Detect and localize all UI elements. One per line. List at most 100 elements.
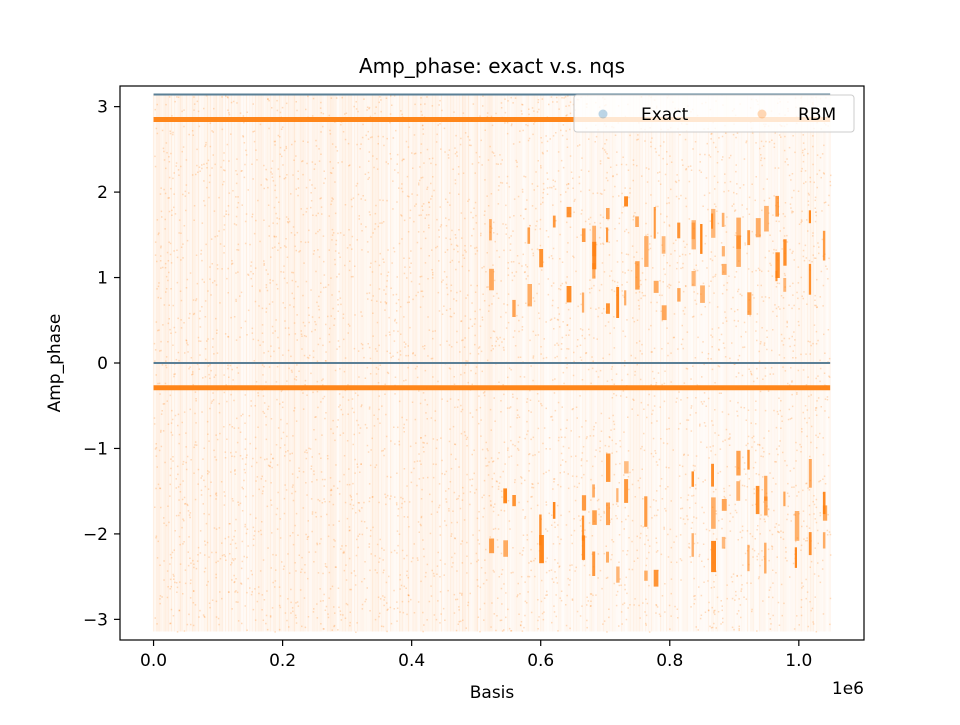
rbm-point bbox=[695, 484, 697, 486]
rbm-point bbox=[338, 252, 340, 254]
rbm-point bbox=[320, 600, 322, 602]
rbm-point bbox=[580, 615, 582, 617]
rbm-point bbox=[491, 429, 493, 431]
rbm-point bbox=[449, 204, 451, 206]
rbm-point bbox=[179, 434, 181, 436]
rbm-point bbox=[298, 467, 300, 469]
rbm-point bbox=[742, 216, 744, 218]
rbm-point bbox=[806, 257, 808, 259]
rbm-point bbox=[669, 155, 671, 157]
rbm-point bbox=[762, 476, 764, 478]
rbm-point bbox=[286, 148, 288, 150]
rbm-point bbox=[683, 291, 685, 293]
rbm-point bbox=[563, 446, 565, 448]
rbm-point bbox=[209, 364, 211, 366]
rbm-point bbox=[682, 165, 684, 167]
rbm-point bbox=[490, 536, 492, 538]
rbm-point bbox=[246, 592, 248, 594]
rbm-point bbox=[425, 435, 427, 437]
rbm-point bbox=[451, 230, 453, 232]
rbm-point bbox=[668, 467, 670, 469]
rbm-point bbox=[707, 580, 709, 582]
rbm-point bbox=[755, 538, 757, 540]
rbm-point bbox=[292, 484, 294, 486]
rbm-point bbox=[514, 330, 516, 332]
rbm-point bbox=[758, 268, 760, 270]
rbm-point bbox=[803, 520, 805, 522]
rbm-point bbox=[247, 112, 249, 114]
rbm-point bbox=[549, 437, 551, 439]
rbm-point bbox=[801, 615, 803, 617]
rbm-point bbox=[597, 316, 599, 318]
rbm-point bbox=[178, 486, 180, 488]
rbm-point bbox=[621, 252, 623, 254]
rbm-point bbox=[486, 195, 488, 197]
rbm-point bbox=[178, 360, 180, 362]
rbm-point bbox=[380, 365, 382, 367]
rbm-point bbox=[458, 609, 460, 611]
rbm-point bbox=[432, 274, 434, 276]
rbm-point bbox=[597, 338, 599, 340]
rbm-point bbox=[466, 542, 468, 544]
rbm-point bbox=[328, 536, 330, 538]
rbm-point bbox=[359, 534, 361, 536]
rbm-point bbox=[818, 575, 820, 577]
rbm-point bbox=[169, 305, 171, 307]
rbm-point bbox=[361, 249, 363, 251]
rbm-point bbox=[346, 579, 348, 581]
rbm-point bbox=[788, 419, 790, 421]
rbm-point bbox=[389, 332, 391, 334]
rbm-point bbox=[509, 520, 511, 522]
rbm-point bbox=[440, 560, 442, 562]
rbm-point bbox=[277, 508, 279, 510]
rbm-point bbox=[269, 366, 271, 368]
rbm-point bbox=[589, 279, 591, 281]
rbm-point bbox=[793, 514, 795, 516]
rbm-point bbox=[624, 272, 626, 274]
rbm-point bbox=[639, 617, 641, 619]
rbm-point bbox=[650, 146, 652, 148]
rbm-point bbox=[801, 168, 803, 170]
rbm-point bbox=[772, 329, 774, 331]
rbm-point bbox=[584, 565, 586, 567]
rbm-point bbox=[588, 171, 590, 173]
rbm-point bbox=[590, 499, 592, 501]
rbm-point bbox=[237, 196, 239, 198]
rbm-point bbox=[212, 600, 214, 602]
rbm-point bbox=[188, 614, 190, 616]
rbm-point bbox=[701, 561, 703, 563]
rbm-point bbox=[282, 407, 284, 409]
rbm-point bbox=[773, 478, 775, 480]
rbm-point bbox=[621, 623, 623, 625]
rbm-point bbox=[453, 298, 455, 300]
rbm-point bbox=[775, 249, 777, 251]
rbm-point bbox=[590, 383, 592, 385]
rbm-point bbox=[524, 438, 526, 440]
rbm-point bbox=[330, 494, 332, 496]
rbm-point bbox=[230, 365, 232, 367]
rbm-point bbox=[642, 469, 644, 471]
rbm-point bbox=[796, 495, 798, 497]
rbm-point bbox=[319, 229, 321, 231]
rbm-point bbox=[534, 189, 536, 191]
rbm-point bbox=[526, 434, 528, 436]
rbm-point bbox=[567, 188, 569, 190]
rbm-point bbox=[659, 280, 661, 282]
rbm-point bbox=[543, 358, 545, 360]
rbm-point bbox=[801, 428, 803, 430]
rbm-point bbox=[183, 146, 185, 148]
rbm-point bbox=[307, 96, 309, 98]
rbm-point bbox=[467, 360, 469, 362]
rbm-point bbox=[697, 270, 699, 272]
rbm-point bbox=[296, 364, 298, 366]
rbm-point bbox=[343, 234, 345, 236]
rbm-point bbox=[349, 484, 351, 486]
rbm-point bbox=[663, 527, 665, 529]
rbm-point bbox=[779, 283, 781, 285]
rbm-point bbox=[466, 445, 468, 447]
rbm-point bbox=[738, 598, 740, 600]
rbm-point bbox=[340, 610, 342, 612]
rbm-point bbox=[608, 158, 610, 160]
rbm-point bbox=[718, 520, 720, 522]
rbm-point bbox=[726, 320, 728, 322]
